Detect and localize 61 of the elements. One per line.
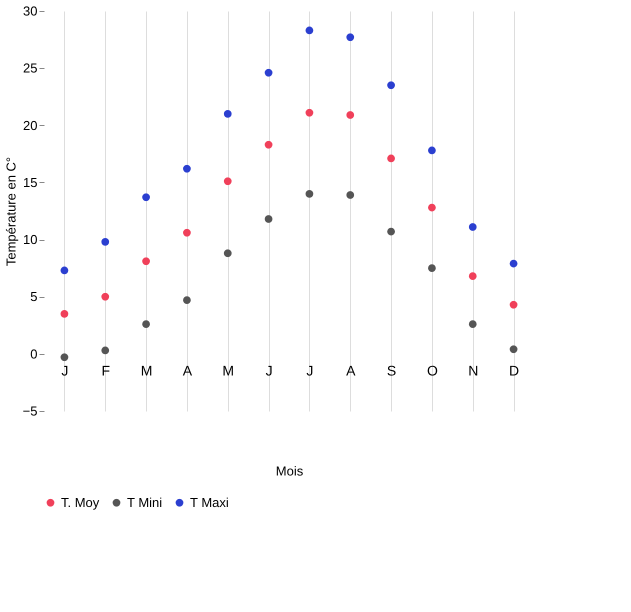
point [387, 154, 395, 162]
x-tick-label: J [306, 362, 314, 378]
x-tick-label: D [509, 362, 520, 378]
x-tick-label: O [426, 362, 438, 378]
point [224, 177, 232, 186]
point [264, 215, 272, 223]
legend-label: T. Moy [61, 494, 100, 510]
point [224, 249, 232, 258]
point [264, 140, 272, 149]
point [428, 204, 436, 212]
point [264, 68, 272, 77]
legend-label: T Mini [127, 494, 162, 510]
point [183, 296, 191, 304]
point [101, 346, 110, 354]
x-tick-label: M [222, 362, 234, 378]
y-tick-label: 20 [23, 118, 38, 133]
x-tick-label: A [182, 362, 193, 378]
x-tick-label: M [140, 362, 152, 378]
x-tick-label: S [386, 362, 396, 378]
x-tick-label: F [101, 362, 110, 378]
point [142, 193, 150, 202]
point [306, 108, 314, 117]
y-axis-title: Température en C° [4, 156, 19, 266]
point [101, 238, 110, 246]
point [60, 310, 68, 318]
y-tick-label: 15 [23, 174, 38, 190]
point [468, 272, 477, 280]
point [306, 26, 314, 34]
x-tick-label: N [468, 362, 478, 378]
point [306, 190, 314, 198]
point [346, 33, 354, 42]
x-tick-label: A [346, 362, 356, 378]
point [468, 320, 477, 328]
point [142, 320, 150, 328]
y-tick-label: 0 [30, 346, 38, 362]
legend-label: T Maxi [190, 494, 229, 510]
point [101, 292, 110, 301]
point [510, 300, 518, 309]
point [387, 81, 395, 90]
y-tick-label: 30 [23, 4, 38, 18]
point [142, 257, 150, 266]
point [468, 223, 477, 231]
point [346, 111, 354, 119]
point [387, 228, 395, 236]
point [346, 191, 354, 199]
point [428, 264, 436, 272]
point [183, 228, 191, 237]
x-tick-label: J [266, 362, 273, 378]
y-tick-label: −5 [22, 404, 38, 418]
x-tick-label: J [61, 362, 68, 378]
y-tick-label: 5 [30, 289, 38, 304]
y-tick-label: 10 [23, 232, 38, 248]
x-axis-title: Mois [276, 464, 304, 478]
point [183, 164, 191, 173]
point [60, 353, 68, 362]
y-tick-label: 25 [23, 60, 38, 76]
point [60, 266, 68, 274]
point [510, 260, 518, 268]
point [510, 345, 518, 354]
point [428, 146, 436, 154]
point [224, 110, 232, 118]
